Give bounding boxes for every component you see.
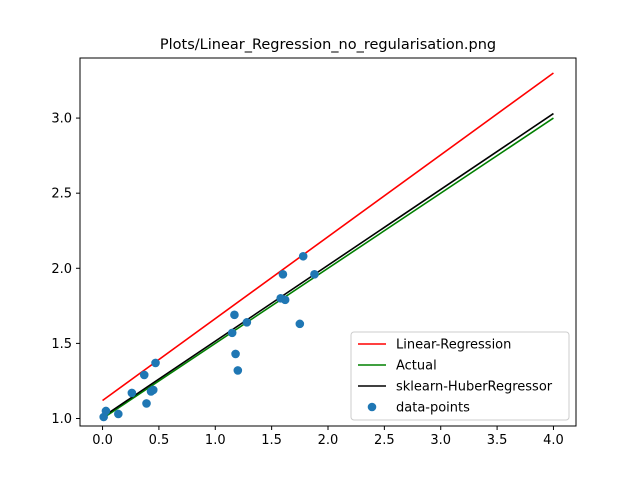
legend-label-linear-regression: Linear-Regression xyxy=(396,338,511,353)
legend-label-actual: Actual xyxy=(396,359,437,374)
y-tick-label: 2.0 xyxy=(51,262,72,277)
data-point xyxy=(242,318,252,327)
x-axis: 0.0 0.5 1.0 1.5 2.0 2.5 3.0 3.5 4.0 xyxy=(92,426,564,448)
y-tick-label: 2.5 xyxy=(51,187,72,202)
data-point xyxy=(148,385,158,395)
y-axis: 1.0 1.5 2.0 2.5 3.0 xyxy=(51,112,80,427)
x-tick-label: 0.0 xyxy=(92,433,113,448)
series-line-sklearn-huberregressor xyxy=(102,112,554,418)
data-point xyxy=(142,399,151,408)
x-tick-label: 3.0 xyxy=(430,433,451,448)
data-point xyxy=(310,269,319,279)
data-point xyxy=(230,310,239,320)
y-tick-label: 1.0 xyxy=(51,412,72,427)
legend-label-data-points: data-points xyxy=(396,401,470,416)
data-point xyxy=(233,366,243,375)
legend-box xyxy=(350,331,570,421)
y-tick-label: 1.5 xyxy=(51,337,72,352)
x-tick-label: 3.5 xyxy=(487,433,508,448)
plot-area xyxy=(99,72,554,422)
x-tick-label: 2.5 xyxy=(374,433,395,448)
data-point xyxy=(298,251,308,261)
data-point xyxy=(295,319,305,329)
data-point xyxy=(231,349,240,359)
chart-title: Plots/Linear_Regression_no_regularisatio… xyxy=(160,37,496,53)
data-point xyxy=(227,328,237,338)
data-point xyxy=(114,409,123,419)
x-tick-label: 0.5 xyxy=(149,433,170,448)
x-tick-label: 2.0 xyxy=(318,433,339,448)
x-tick-label: 1.0 xyxy=(205,433,226,448)
data-point xyxy=(280,295,290,305)
data-point xyxy=(127,388,137,398)
data-point xyxy=(139,370,149,380)
legend-swatch-data-points xyxy=(367,402,377,412)
legend-label-sklearn-huberregressor: sklearn-HuberRegressor xyxy=(396,380,553,395)
x-tick-label: 4.0 xyxy=(543,433,564,448)
data-point xyxy=(101,406,111,416)
y-tick-label: 3.0 xyxy=(51,112,72,127)
series-line-linear-regression xyxy=(102,72,554,402)
x-tick-label: 1.5 xyxy=(261,433,282,448)
series-line-actual xyxy=(102,117,554,420)
legend: Linear-Regression Actual sklearn-HuberRegr… xyxy=(350,331,570,421)
data-point xyxy=(278,269,288,279)
data-point xyxy=(151,358,160,368)
axes-frame xyxy=(79,57,577,427)
